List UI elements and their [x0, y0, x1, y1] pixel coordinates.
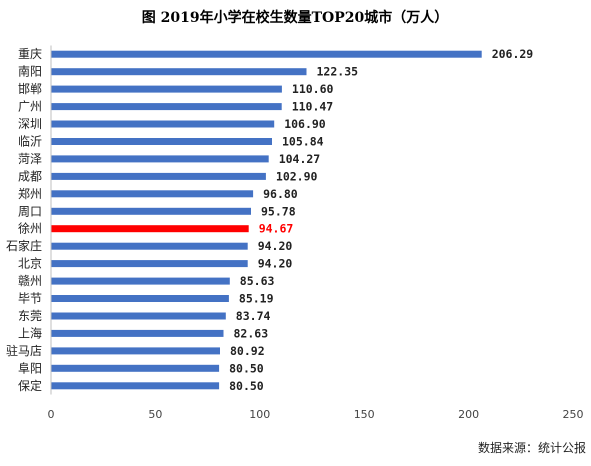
value-label-3: 110.47	[292, 100, 334, 114]
bar-19	[51, 382, 220, 390]
bars-group	[51, 50, 482, 390]
value-label-2: 110.60	[292, 82, 334, 96]
bar-6	[51, 155, 269, 163]
category-labels-group: 重庆南阳邯郸广州深圳临沂菏泽成都郑州周口徐州石家庄北京赣州毕节东莞上海驻马店阜阳…	[6, 47, 42, 393]
x-tick-label-4: 200	[458, 408, 479, 421]
value-label-8: 96.80	[263, 187, 298, 201]
value-label-6: 104.27	[279, 152, 321, 166]
value-label-1: 122.35	[317, 65, 359, 79]
bar-2	[51, 85, 282, 93]
category-label-2: 邯郸	[18, 81, 42, 96]
data-source-note: 数据来源：统计公报	[478, 440, 586, 455]
category-label-1: 南阳	[18, 64, 42, 79]
x-tick-labels-group: 0 50 100 150 200 250	[48, 408, 584, 421]
bar-3	[51, 103, 282, 111]
category-label-6: 菏泽	[18, 152, 42, 166]
category-label-10: 徐州	[18, 221, 42, 236]
bar-11	[51, 242, 248, 250]
bar-14	[51, 295, 229, 302]
bar-18	[51, 364, 220, 372]
bar-8	[51, 190, 254, 198]
value-label-7: 102.90	[276, 169, 318, 183]
bar-17	[51, 347, 220, 355]
value-label-9: 95.78	[261, 204, 296, 218]
category-label-13: 赣州	[18, 274, 42, 288]
category-label-17: 驻马店	[6, 343, 42, 358]
value-label-12: 94.20	[258, 257, 293, 271]
x-tick-label-2: 100	[249, 408, 270, 421]
x-tick-label-5: 250	[563, 408, 584, 421]
category-label-9: 周口	[18, 204, 42, 218]
category-label-15: 东莞	[18, 309, 42, 323]
bar-0	[51, 50, 482, 58]
value-label-13: 85.63	[240, 274, 275, 288]
bar-15	[51, 312, 226, 320]
x-tick-label-0: 0	[48, 408, 55, 421]
category-label-19: 保定	[18, 378, 42, 393]
value-label-10: 94.67	[259, 222, 294, 236]
bar-10	[51, 225, 249, 233]
category-label-14: 毕节	[18, 292, 42, 306]
value-label-15: 83.74	[236, 309, 271, 323]
value-label-19: 80.50	[229, 379, 264, 393]
bar-1	[51, 68, 307, 76]
x-tick-label-3: 150	[354, 408, 375, 421]
bar-12	[51, 260, 248, 268]
category-label-8: 郑州	[18, 186, 42, 201]
x-tick-label-1: 50	[148, 408, 162, 421]
value-label-18: 80.50	[229, 361, 264, 375]
value-label-17: 80.92	[230, 344, 265, 358]
bar-16	[51, 329, 224, 337]
value-labels-group: 206.29 122.35 110.60 110.47 106.90 105.84 104.…	[229, 47, 533, 393]
category-label-7: 成都	[18, 169, 42, 183]
value-label-16: 82.63	[234, 326, 269, 340]
bar-4	[51, 120, 275, 128]
category-label-18: 阜阳	[18, 361, 42, 375]
bar-5	[51, 138, 272, 145]
bar-13	[51, 277, 230, 285]
value-label-0: 206.29	[492, 47, 534, 61]
value-label-4: 106.90	[284, 117, 326, 131]
category-label-12: 北京	[18, 257, 42, 271]
chart-title: 图 2019年小学在校生数量TOP20城市（万人）	[142, 9, 448, 26]
category-label-0: 重庆	[18, 47, 42, 61]
value-label-11: 94.20	[258, 239, 293, 253]
bar-7	[51, 172, 266, 180]
value-label-14: 85.19	[239, 292, 274, 306]
category-label-16: 上海	[18, 325, 42, 340]
category-label-4: 深圳	[18, 117, 42, 131]
value-label-5: 105.84	[282, 135, 324, 149]
category-label-5: 临沂	[18, 135, 42, 149]
category-label-3: 广州	[18, 100, 42, 114]
category-label-11: 石家庄	[6, 238, 42, 253]
bar-9	[51, 207, 251, 215]
